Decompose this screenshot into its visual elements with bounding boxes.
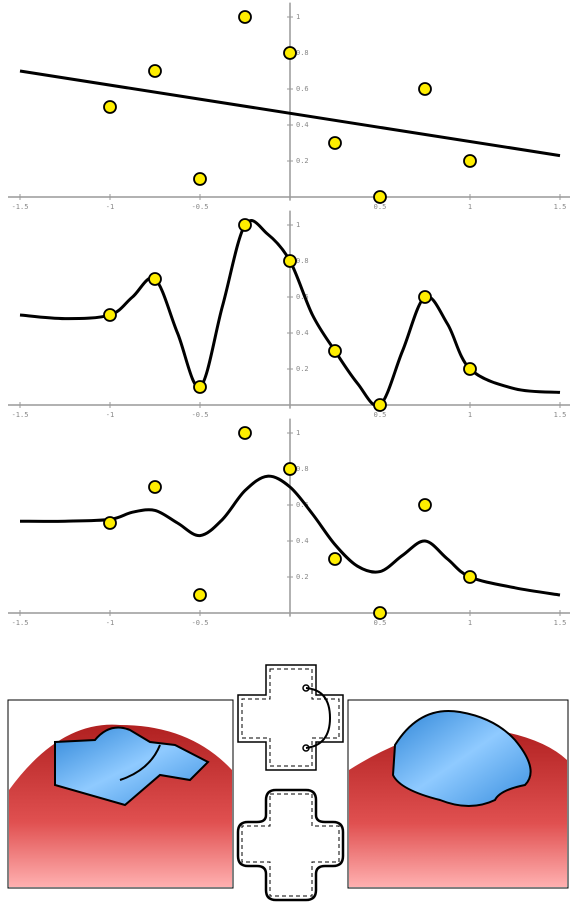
x-tick-label: 0.5 [374, 619, 387, 627]
x-tick-label: 0.5 [374, 411, 387, 419]
y-tick-label: 1 [296, 13, 300, 21]
y-tick-label: 0.6 [296, 85, 309, 93]
data-point [419, 83, 431, 95]
data-point [284, 255, 296, 267]
y-tick-label: 0.8 [296, 465, 309, 473]
x-tick-label: 1.5 [554, 203, 567, 211]
render-left [8, 700, 233, 888]
data-point [374, 399, 386, 411]
y-tick-label: 1 [296, 221, 300, 229]
y-tick-label: 1 [296, 429, 300, 437]
data-point [284, 47, 296, 59]
x-tick-label: 0.5 [374, 203, 387, 211]
page: -1.5 -1 -0.5 0.5 1 1.5 0.2 0.4 0.6 0.8 1 -1.5 -1 -0.5… [0, 0, 571, 905]
y-tick-label: 0.8 [296, 257, 309, 265]
x-tick-label: 1.5 [554, 411, 567, 419]
data-point [239, 427, 251, 439]
x-tick-label: 1 [468, 411, 472, 419]
data-point [464, 571, 476, 583]
data-point [374, 191, 386, 203]
y-tick-label: 0.8 [296, 49, 309, 57]
data-point [419, 499, 431, 511]
data-point [239, 219, 251, 231]
x-tick-label: -1.5 [12, 619, 29, 627]
y-tick-label: 0.2 [296, 157, 309, 165]
data-point [104, 517, 116, 529]
data-point [329, 137, 341, 149]
y-tick-label: 0.4 [296, 329, 309, 337]
figure: -1.5 -1 -0.5 0.5 1 1.5 0.2 0.4 0.6 0.8 1 -1.5 -1 -0.5… [0, 0, 571, 905]
x-tick-label: -0.5 [192, 203, 209, 211]
data-point [104, 101, 116, 113]
data-point [284, 463, 296, 475]
data-point [464, 363, 476, 375]
data-point [194, 589, 206, 601]
x-tick-label: -1.5 [12, 203, 29, 211]
y-tick-label: 0.2 [296, 365, 309, 373]
data-point [329, 345, 341, 357]
data-point [104, 309, 116, 321]
y-tick-label: 0.4 [296, 537, 309, 545]
x-tick-label: -0.5 [192, 411, 209, 419]
outline-diagram-bottom [238, 790, 343, 900]
data-point [329, 553, 341, 565]
data-point [194, 381, 206, 393]
data-point [239, 11, 251, 23]
x-tick-label: -1 [106, 203, 114, 211]
data-point [464, 155, 476, 167]
outline-diagram-top [238, 665, 343, 770]
y-tick-label: 0.2 [296, 573, 309, 581]
y-tick-label: 0.4 [296, 121, 309, 129]
data-point [149, 481, 161, 493]
x-tick-label: -1 [106, 619, 114, 627]
x-tick-label: -1.5 [12, 411, 29, 419]
x-tick-label: 1 [468, 203, 472, 211]
x-tick-label: -1 [106, 411, 114, 419]
render-right [348, 700, 568, 888]
data-point [374, 607, 386, 619]
x-tick-label: -0.5 [192, 619, 209, 627]
data-point [194, 173, 206, 185]
data-point [149, 65, 161, 77]
data-point [419, 291, 431, 303]
x-tick-label: 1 [468, 619, 472, 627]
data-point [149, 273, 161, 285]
x-tick-label: 1.5 [554, 619, 567, 627]
